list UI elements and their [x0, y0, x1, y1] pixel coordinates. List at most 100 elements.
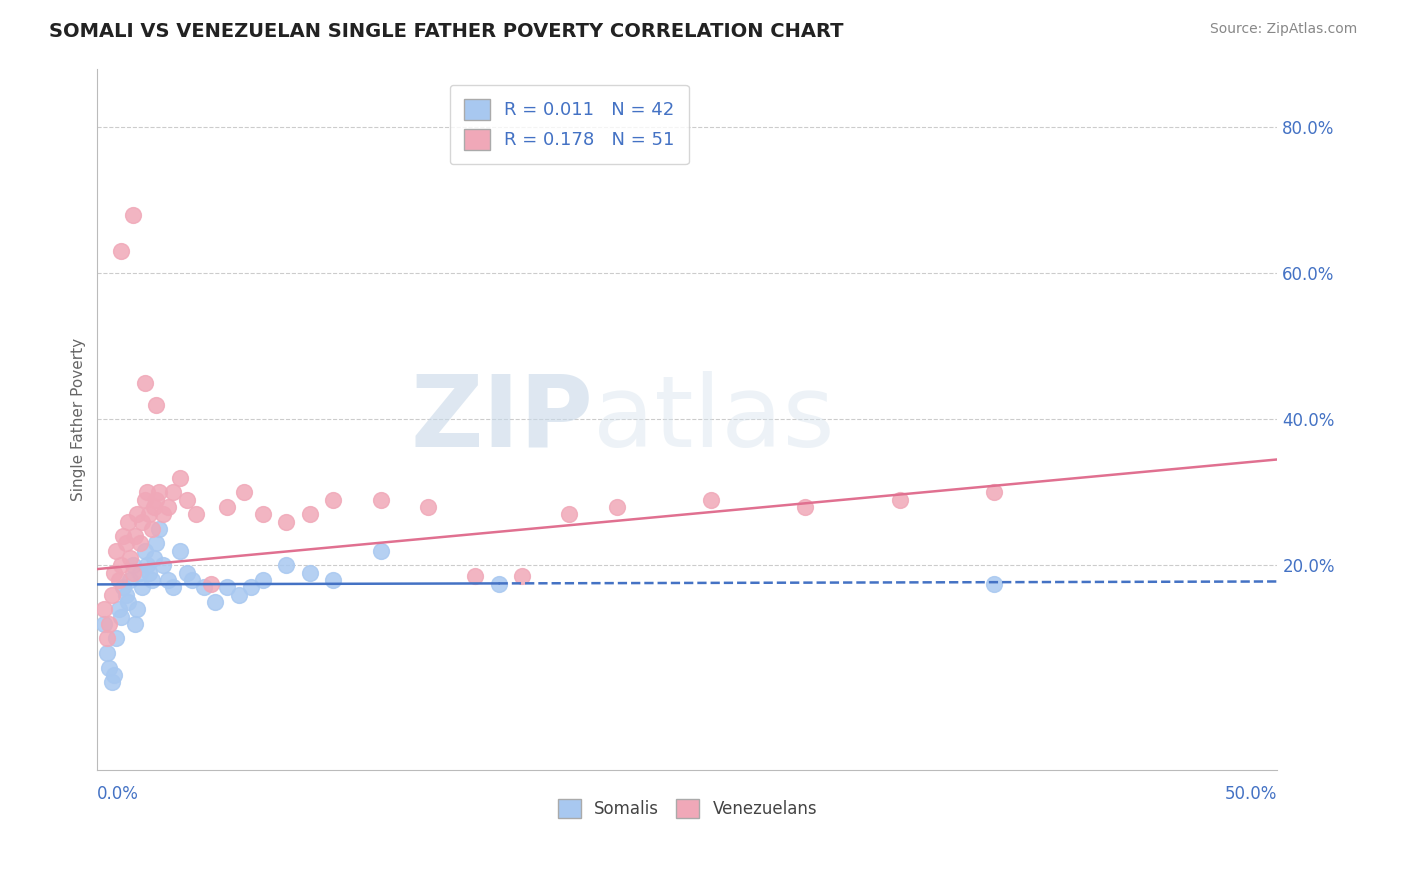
Point	[110, 558, 132, 573]
Point	[143, 551, 166, 566]
Point	[510, 569, 533, 583]
Point	[110, 244, 132, 259]
Point	[157, 500, 180, 514]
Point	[176, 492, 198, 507]
Point	[127, 602, 149, 616]
Point	[112, 529, 135, 543]
Point	[131, 580, 153, 594]
Point	[193, 580, 215, 594]
Point	[141, 522, 163, 536]
Point	[889, 492, 911, 507]
Point	[276, 515, 298, 529]
Y-axis label: Single Father Poverty: Single Father Poverty	[72, 338, 86, 500]
Point	[145, 398, 167, 412]
Point	[169, 543, 191, 558]
Point	[93, 602, 115, 616]
Point	[107, 602, 129, 616]
Point	[488, 576, 510, 591]
Point	[112, 580, 135, 594]
Point	[145, 536, 167, 550]
Point	[138, 566, 160, 580]
Point	[134, 376, 156, 390]
Point	[416, 500, 439, 514]
Point	[128, 566, 150, 580]
Point	[134, 543, 156, 558]
Point	[204, 595, 226, 609]
Point	[322, 492, 344, 507]
Point	[124, 616, 146, 631]
Text: 0.0%: 0.0%	[97, 785, 139, 803]
Point	[100, 588, 122, 602]
Point	[141, 573, 163, 587]
Point	[121, 208, 143, 222]
Point	[93, 616, 115, 631]
Point	[131, 515, 153, 529]
Point	[121, 566, 143, 580]
Point	[124, 529, 146, 543]
Point	[143, 500, 166, 514]
Point	[135, 558, 157, 573]
Text: atlas: atlas	[593, 371, 835, 467]
Point	[138, 508, 160, 522]
Point	[145, 492, 167, 507]
Point	[110, 609, 132, 624]
Point	[606, 500, 628, 514]
Point	[135, 485, 157, 500]
Point	[96, 646, 118, 660]
Point	[794, 500, 817, 514]
Point	[157, 573, 180, 587]
Point	[298, 566, 321, 580]
Point	[100, 675, 122, 690]
Point	[152, 508, 174, 522]
Point	[114, 536, 136, 550]
Text: Source: ZipAtlas.com: Source: ZipAtlas.com	[1209, 22, 1357, 37]
Point	[298, 508, 321, 522]
Point	[103, 566, 125, 580]
Point	[232, 485, 254, 500]
Point	[121, 558, 143, 573]
Point	[98, 661, 121, 675]
Point	[983, 576, 1005, 591]
Point	[239, 580, 262, 594]
Point	[105, 632, 128, 646]
Point	[700, 492, 723, 507]
Point	[107, 573, 129, 587]
Point	[103, 668, 125, 682]
Point	[176, 566, 198, 580]
Point	[370, 492, 392, 507]
Point	[276, 558, 298, 573]
Point	[200, 576, 222, 591]
Point	[983, 485, 1005, 500]
Point	[217, 580, 239, 594]
Text: SOMALI VS VENEZUELAN SINGLE FATHER POVERTY CORRELATION CHART: SOMALI VS VENEZUELAN SINGLE FATHER POVER…	[49, 22, 844, 41]
Point	[96, 632, 118, 646]
Point	[120, 551, 142, 566]
Point	[252, 573, 274, 587]
Text: 50.0%: 50.0%	[1225, 785, 1278, 803]
Point	[148, 485, 170, 500]
Point	[169, 471, 191, 485]
Point	[162, 485, 184, 500]
Point	[128, 536, 150, 550]
Point	[558, 508, 581, 522]
Point	[120, 573, 142, 587]
Point	[228, 588, 250, 602]
Point	[105, 543, 128, 558]
Text: ZIP: ZIP	[411, 371, 593, 467]
Point	[152, 558, 174, 573]
Legend: Somalis, Venezuelans: Somalis, Venezuelans	[551, 792, 824, 825]
Point	[134, 492, 156, 507]
Point	[464, 569, 486, 583]
Point	[186, 508, 208, 522]
Point	[162, 580, 184, 594]
Point	[117, 515, 139, 529]
Point	[322, 573, 344, 587]
Point	[180, 573, 202, 587]
Point	[148, 522, 170, 536]
Point	[98, 616, 121, 631]
Point	[217, 500, 239, 514]
Point	[252, 508, 274, 522]
Point	[127, 508, 149, 522]
Point	[117, 595, 139, 609]
Point	[370, 543, 392, 558]
